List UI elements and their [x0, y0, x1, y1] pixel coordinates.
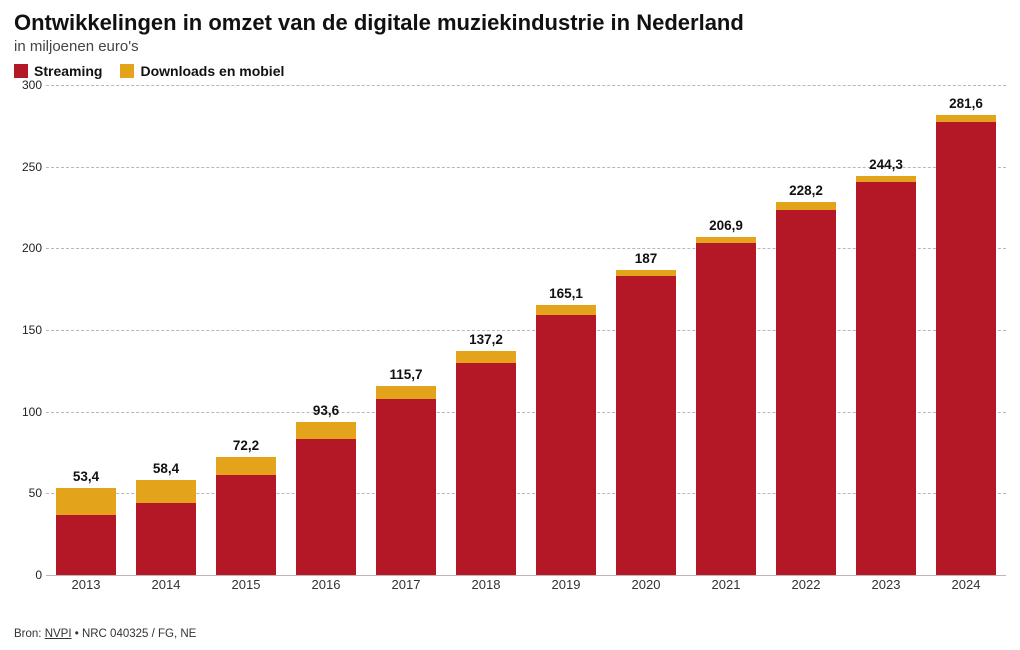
bar-stack: 58,4: [136, 480, 195, 575]
chart-subtitle: in miljoenen euro's: [14, 38, 1006, 55]
bar-slot: 244,3: [846, 85, 926, 575]
bar-segment: [936, 122, 995, 575]
bar-slot: 58,4: [126, 85, 206, 575]
bar-stack: 137,2: [456, 351, 515, 575]
bar-total-label: 244,3: [869, 157, 903, 172]
bar-slot: 206,9: [686, 85, 766, 575]
legend: Streaming Downloads en mobiel: [14, 63, 1006, 79]
bar-segment: [56, 488, 115, 515]
x-tick-label: 2016: [286, 577, 366, 592]
bar-stack: 228,2: [776, 202, 835, 575]
x-tick-label: 2014: [126, 577, 206, 592]
bar-segment: [296, 439, 355, 575]
bar-slot: 115,7: [366, 85, 446, 575]
bar-segment: [376, 386, 435, 399]
bar-total-label: 165,1: [549, 286, 583, 301]
chart-area: 53,4 58,4 72,2 93,6 115,7 137,2 165,1 187 206,9 2…: [46, 85, 1006, 576]
bar-stack: 93,6: [296, 422, 355, 575]
chart-title: Ontwikkelingen in omzet van de digitale …: [14, 10, 1006, 36]
bar-total-label: 228,2: [789, 183, 823, 198]
bar-total-label: 137,2: [469, 332, 503, 347]
bar-total-label: 58,4: [153, 461, 179, 476]
y-tick-label: 250: [22, 160, 42, 174]
bar-segment: [696, 243, 755, 575]
bar-total-label: 281,6: [949, 96, 983, 111]
chart-plot: 050100150200250300 53,458,472,293,6115,7…: [14, 85, 1006, 590]
x-tick-label: 2022: [766, 577, 846, 592]
y-tick-label: 50: [29, 486, 42, 500]
x-tick-label: 2021: [686, 577, 766, 592]
bar-stack: 187: [616, 270, 675, 575]
bar-stack: 281,6: [936, 115, 995, 575]
x-tick-label: 2017: [366, 577, 446, 592]
bar-stack: 115,7: [376, 386, 435, 575]
bar-segment: [296, 422, 355, 439]
legend-item-downloads: Downloads en mobiel: [120, 63, 284, 79]
source-prefix: Bron:: [14, 628, 45, 640]
bar-segment: [216, 475, 275, 575]
bar-slot: 165,1: [526, 85, 606, 575]
bar-segment: [856, 182, 915, 575]
bar-segment: [776, 202, 835, 210]
bar-segment: [216, 457, 275, 475]
bar-total-label: 187: [635, 251, 658, 266]
bar-segment: [936, 115, 995, 122]
x-tick-label: 2019: [526, 577, 606, 592]
bar-stack: 206,9: [696, 237, 755, 575]
bar-segment: [456, 363, 515, 575]
bar-segment: [136, 480, 195, 504]
x-tick-label: 2023: [846, 577, 926, 592]
bar-segment: [536, 315, 595, 575]
legend-label-streaming: Streaming: [34, 63, 102, 79]
bar-total-label: 93,6: [313, 403, 339, 418]
bar-stack: 72,2: [216, 457, 275, 575]
legend-swatch-streaming: [14, 64, 28, 78]
source-link[interactable]: NVPI: [45, 628, 72, 640]
source-line: Bron: NVPI • NRC 040325 / FG, NE: [14, 628, 196, 640]
y-tick-label: 150: [22, 323, 42, 337]
y-tick-label: 300: [22, 78, 42, 92]
bar-slot: 187: [606, 85, 686, 575]
bar-segment: [376, 399, 435, 575]
legend-item-streaming: Streaming: [14, 63, 102, 79]
bar-slot: 93,6: [286, 85, 366, 575]
x-tick-label: 2015: [206, 577, 286, 592]
bar-stack: 165,1: [536, 305, 595, 575]
x-tick-label: 2018: [446, 577, 526, 592]
y-tick-label: 200: [22, 241, 42, 255]
x-tick-label: 2013: [46, 577, 126, 592]
bar-segment: [56, 515, 115, 575]
bar-segment: [616, 276, 675, 575]
x-axis-labels: 2013201420152016201720182019202020212022…: [46, 577, 1006, 592]
bar-total-label: 72,2: [233, 438, 259, 453]
bar-slot: 72,2: [206, 85, 286, 575]
bar-total-label: 206,9: [709, 218, 743, 233]
x-tick-label: 2020: [606, 577, 686, 592]
bar-total-label: 53,4: [73, 469, 99, 484]
source-suffix: • NRC 040325 / FG, NE: [72, 628, 197, 640]
y-axis: 050100150200250300: [14, 85, 46, 590]
x-tick-label: 2024: [926, 577, 1006, 592]
legend-swatch-downloads: [120, 64, 134, 78]
legend-label-downloads: Downloads en mobiel: [140, 63, 284, 79]
bar-slot: 137,2: [446, 85, 526, 575]
y-tick-label: 0: [35, 568, 42, 582]
bar-slot: 228,2: [766, 85, 846, 575]
y-tick-label: 100: [22, 405, 42, 419]
bar-slot: 281,6: [926, 85, 1006, 575]
bar-slot: 53,4: [46, 85, 126, 575]
bar-total-label: 115,7: [389, 367, 422, 382]
bar-stack: 53,4: [56, 488, 115, 575]
bar-segment: [136, 503, 195, 575]
bar-stack: 244,3: [856, 176, 915, 575]
bar-segment: [536, 305, 595, 315]
bar-segment: [776, 210, 835, 575]
bar-segment: [456, 351, 515, 363]
